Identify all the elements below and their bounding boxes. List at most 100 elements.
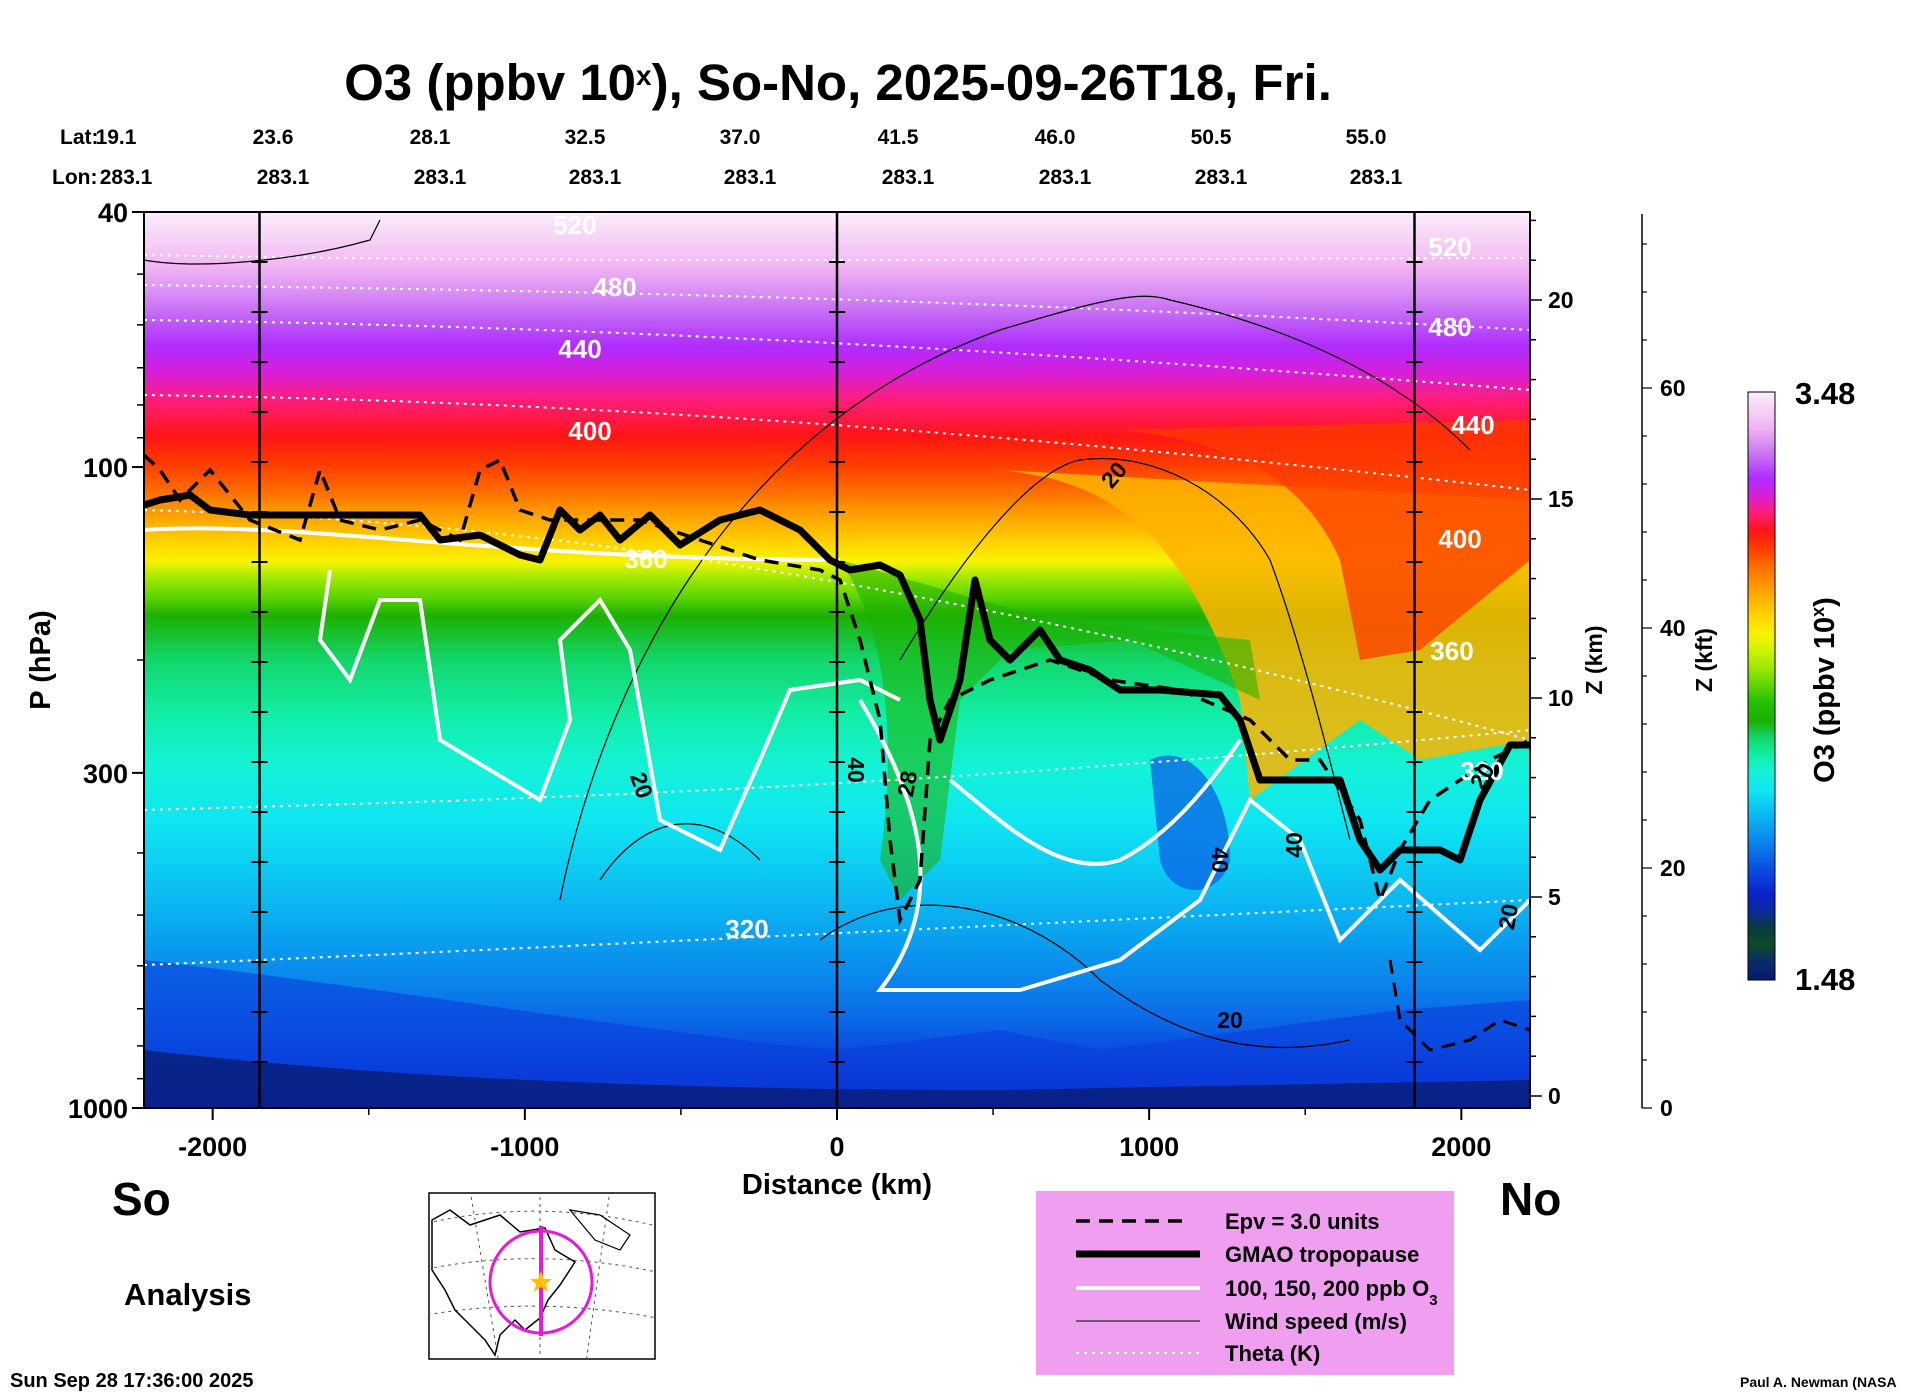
north-high-ozone-core <box>1120 420 1530 660</box>
inset-map <box>428 1192 656 1360</box>
z-km-tick-label: 10 <box>1548 685 1574 711</box>
lat-row-label: Lat: <box>60 126 99 149</box>
theta-line-400 <box>144 394 1530 491</box>
x-tick-label: 1000 <box>1119 1132 1179 1162</box>
wind-contour-jet-core <box>899 457 1351 841</box>
lon-value: 283.1 <box>569 166 622 189</box>
lat-value: 28.1 <box>410 126 451 149</box>
theta-line-320 <box>144 729 1530 811</box>
ozone-contour-150 <box>317 569 901 853</box>
legend-theta-label: Theta (K) <box>1225 1341 1320 1366</box>
colorbar <box>1747 391 1776 981</box>
section-vertical-lines <box>251 212 1423 1108</box>
ozone-white-contours <box>144 526 1530 992</box>
theta-label: 440 <box>1451 410 1494 440</box>
legend-wind-label: Wind speed (m/s) <box>1225 1309 1407 1334</box>
theta-label: 400 <box>1438 524 1481 554</box>
legend-ozone-contour-label: 100, 150, 200 ppb O3 <box>1225 1276 1438 1309</box>
z-km-tick-label: 5 <box>1548 884 1561 910</box>
z-kft-axis-label: Z (kft) <box>1691 628 1717 692</box>
z-kft-tick-label: 20 <box>1660 855 1686 881</box>
lat-value: 46.0 <box>1035 126 1076 149</box>
z-km-tick-label: 20 <box>1548 287 1574 313</box>
lon-value: 283.1 <box>724 166 777 189</box>
x-tick-label: 2000 <box>1431 1132 1491 1162</box>
lowest-ozone-layer <box>144 1050 1530 1108</box>
y-tick-label: 1000 <box>68 1094 128 1124</box>
legend-epv-label: Epv = 3.0 units <box>1225 1209 1380 1234</box>
lon-value: 283.1 <box>882 166 935 189</box>
ozone-contour-100 <box>144 526 841 562</box>
epv-dashed-line-low <box>1388 959 1530 1052</box>
theta-line-360 <box>144 509 1530 741</box>
z-kft-tick-label: 60 <box>1660 375 1686 401</box>
colorbar-label: O3 (ppbv 10x) <box>1808 597 1841 783</box>
ozone-contour-200 <box>858 698 1530 992</box>
map-graticule <box>429 1193 655 1359</box>
theta-line-440 <box>144 319 1530 391</box>
wind-contour-lower <box>819 904 1351 1049</box>
lon-value: 283.1 <box>257 166 310 189</box>
analysis-label: Analysis <box>124 1277 252 1312</box>
wind-label: 28 <box>892 769 922 799</box>
theta-label: 400 <box>568 416 611 446</box>
wind-contour-jet-outer <box>559 295 1471 901</box>
timestamp: Sun Sep 28 17:36:00 2025 <box>10 1370 253 1392</box>
tropopause-fold-region <box>840 560 1260 900</box>
lat-value: 41.5 <box>878 126 919 149</box>
theta-label: 480 <box>1428 312 1471 342</box>
lat-value: 55.0 <box>1346 126 1387 149</box>
north-label: No <box>1500 1173 1561 1225</box>
lon-value: 283.1 <box>1195 166 1248 189</box>
map-coastline-north <box>568 1209 631 1251</box>
lon-row-label: Lon: <box>52 166 97 189</box>
legend: Epv = 3.0 units GMAO tropopause 100, 150… <box>1036 1191 1454 1375</box>
y-tick-label: 100 <box>83 453 128 483</box>
theta-isentropes <box>144 254 1530 966</box>
wind-label: 20 <box>1493 902 1523 932</box>
south-label: So <box>112 1173 171 1225</box>
z-km-tick-label: 0 <box>1548 1083 1561 1109</box>
credit: Paul A. Newman (NASA <box>1740 1374 1897 1390</box>
theta-label: 480 <box>593 272 636 302</box>
theta-line-low <box>144 899 1530 966</box>
x-tick-label: 0 <box>829 1132 844 1162</box>
theta-labels: 520 480 440 400 360 320 520 480 440 400 360 320 <box>553 210 1503 944</box>
z-kft-tick-label: 0 <box>1660 1095 1673 1121</box>
lat-value: 37.0 <box>720 126 761 149</box>
ozone-contour-fold <box>948 738 1242 866</box>
lat-lon-header: 19.1 23.6 28.1 32.5 37.0 41.5 46.0 50.5 55.0 283.… <box>96 126 1403 189</box>
wind-label: 40 <box>1281 832 1307 858</box>
theta-label: 360 <box>1430 636 1473 666</box>
lon-value: 283.1 <box>100 166 153 189</box>
wind-label: 20 <box>1217 1007 1243 1033</box>
z-km-tick-label: 15 <box>1548 486 1574 512</box>
theta-label: 320 <box>1460 756 1503 786</box>
x-tick-label: -2000 <box>178 1132 247 1162</box>
wind-label: 40 <box>1207 847 1233 873</box>
y-axis-label: P (hPa) <box>25 610 57 709</box>
y-tick-label: 40 <box>98 198 128 228</box>
legend-tropopause-label: GMAO tropopause <box>1225 1242 1419 1267</box>
theta-label: 320 <box>725 914 768 944</box>
x-tick-label: -1000 <box>490 1132 559 1162</box>
lat-value: 32.5 <box>565 126 606 149</box>
lon-value: 283.1 <box>1039 166 1092 189</box>
z-kft-tick-label: 40 <box>1660 615 1686 641</box>
gmao-tropopause-line <box>144 491 1530 874</box>
lat-value: 50.5 <box>1191 126 1232 149</box>
theta-label: 440 <box>558 334 601 364</box>
chart-title: O3 (ppbv 10x), So-No, 2025-09-26T18, Fri… <box>344 54 1332 111</box>
x-axis-label: Distance (km) <box>742 1169 932 1201</box>
lon-value: 283.1 <box>1350 166 1403 189</box>
lat-value: 19.1 <box>96 126 137 149</box>
wind-label: 40 <box>843 757 869 783</box>
theta-label: 520 <box>553 210 596 240</box>
z-km-axis: 0 5 10 15 20 <box>1529 212 1574 1109</box>
low-ozone-boundary-layer <box>144 960 1530 1108</box>
colorbar-max-label: 3.48 <box>1795 376 1855 411</box>
x-axis: -2000 -1000 0 1000 2000 <box>178 1108 1491 1162</box>
blue-pocket <box>1150 755 1230 890</box>
